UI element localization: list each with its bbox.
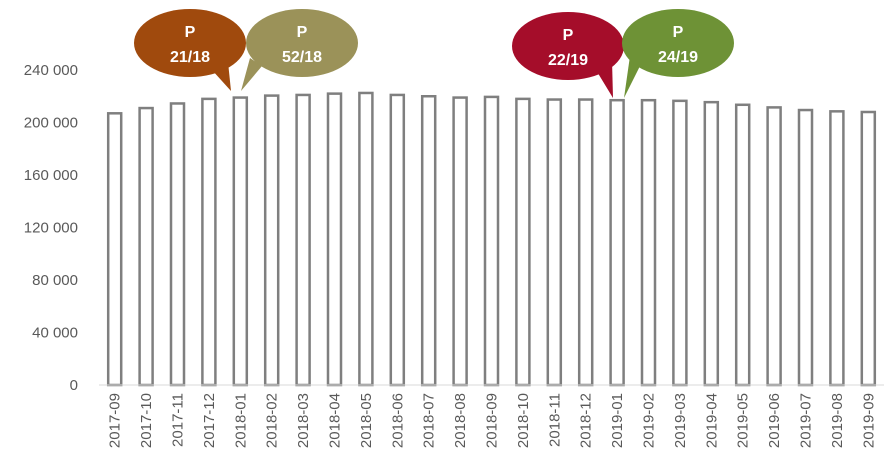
x-tick-label: 2019-02 xyxy=(641,393,658,448)
callout-bubble: P 21/18 xyxy=(134,9,246,91)
bar xyxy=(672,99,688,387)
x-tick-label: 2018-01 xyxy=(232,393,249,448)
y-tick-label: 40 000 xyxy=(32,325,78,342)
bar xyxy=(734,103,751,387)
x-tick-label: 2018-02 xyxy=(264,393,281,448)
x-tick-label: 2017-12 xyxy=(201,393,218,448)
callout-label-line2: 22/19 xyxy=(548,52,588,69)
bar xyxy=(138,106,154,387)
bar xyxy=(420,95,437,387)
callout-label-line1: P xyxy=(185,24,196,41)
bar xyxy=(797,108,814,387)
bar xyxy=(483,95,500,387)
x-tick-label: 2018-08 xyxy=(452,393,469,448)
bar xyxy=(452,96,468,387)
x-tick-label: 2019-04 xyxy=(703,393,720,448)
y-tick-label: 240 000 xyxy=(24,62,78,79)
callout-body xyxy=(134,9,246,77)
x-tick-label: 2019-08 xyxy=(829,393,846,448)
callout-body xyxy=(246,9,358,77)
callout-bubbles: P 21/18 P 52/18 P 22/19 P 24/19 xyxy=(134,9,734,98)
callout-body xyxy=(512,12,624,80)
x-tick-label: 2019-06 xyxy=(766,393,783,448)
bar xyxy=(546,98,563,387)
x-tick-label: 2018-10 xyxy=(515,393,532,448)
bar xyxy=(577,98,594,387)
x-tick-label: 2018-05 xyxy=(358,393,375,448)
callout-bubble: P 24/19 xyxy=(622,9,734,98)
bar xyxy=(358,91,374,387)
bar xyxy=(703,100,720,387)
callout-bubble: P 52/18 xyxy=(241,9,358,91)
bar xyxy=(169,102,186,387)
callout-label-line2: 21/18 xyxy=(170,49,210,66)
bar xyxy=(640,98,657,387)
bar xyxy=(106,112,123,387)
y-tick-label: 80 000 xyxy=(32,272,78,289)
x-tick-label: 2019-03 xyxy=(672,393,689,448)
callout-bubble: P 22/19 xyxy=(512,12,624,98)
x-tick-label: 2019-09 xyxy=(860,393,877,448)
callout-label-line1: P xyxy=(673,24,684,41)
bar xyxy=(766,106,782,387)
y-axis-tick-labels: 0 40 000 80 000 120 000 160 000 200 000 240 00… xyxy=(24,62,78,394)
y-tick-label: 200 000 xyxy=(24,115,78,132)
x-tick-label: 2018-04 xyxy=(327,393,344,448)
bars xyxy=(106,91,877,387)
x-tick-label: 2018-09 xyxy=(484,393,501,448)
x-tick-label: 2018-06 xyxy=(389,393,406,448)
x-tick-label: 2019-01 xyxy=(609,393,626,448)
bar xyxy=(829,110,845,387)
bar xyxy=(389,93,406,387)
x-tick-label: 2018-12 xyxy=(578,393,595,448)
bar xyxy=(232,96,249,387)
callout-label-line2: 52/18 xyxy=(282,49,322,66)
x-tick-label: 2018-07 xyxy=(421,393,438,448)
callout-label-line1: P xyxy=(297,24,308,41)
bar xyxy=(295,93,311,387)
callout-tail xyxy=(624,56,640,98)
bar xyxy=(201,97,217,387)
bar xyxy=(515,97,531,387)
callout-tail xyxy=(241,58,262,91)
x-tick-label: 2017-11 xyxy=(170,393,187,447)
bar xyxy=(860,110,877,387)
x-tick-label: 2019-05 xyxy=(735,393,752,448)
y-tick-label: 0 xyxy=(70,377,78,394)
x-tick-label: 2019-07 xyxy=(798,393,815,448)
y-tick-label: 160 000 xyxy=(24,167,78,184)
bar xyxy=(609,98,625,387)
x-tick-label: 2017-09 xyxy=(107,393,124,448)
callout-body xyxy=(622,9,734,77)
x-axis-tick-labels: 2017-09 2017-10 2017-11 2017-12 2018-01 2018-… xyxy=(107,393,878,448)
x-tick-label: 2018-03 xyxy=(295,393,312,448)
x-tick-label: 2018-11 xyxy=(546,393,563,447)
x-tick-label: 2017-10 xyxy=(138,393,155,448)
callout-label-line2: 24/19 xyxy=(658,49,698,66)
bar xyxy=(263,94,280,387)
y-tick-label: 120 000 xyxy=(24,220,78,237)
bar xyxy=(326,92,343,387)
callout-label-line1: P xyxy=(563,27,574,44)
